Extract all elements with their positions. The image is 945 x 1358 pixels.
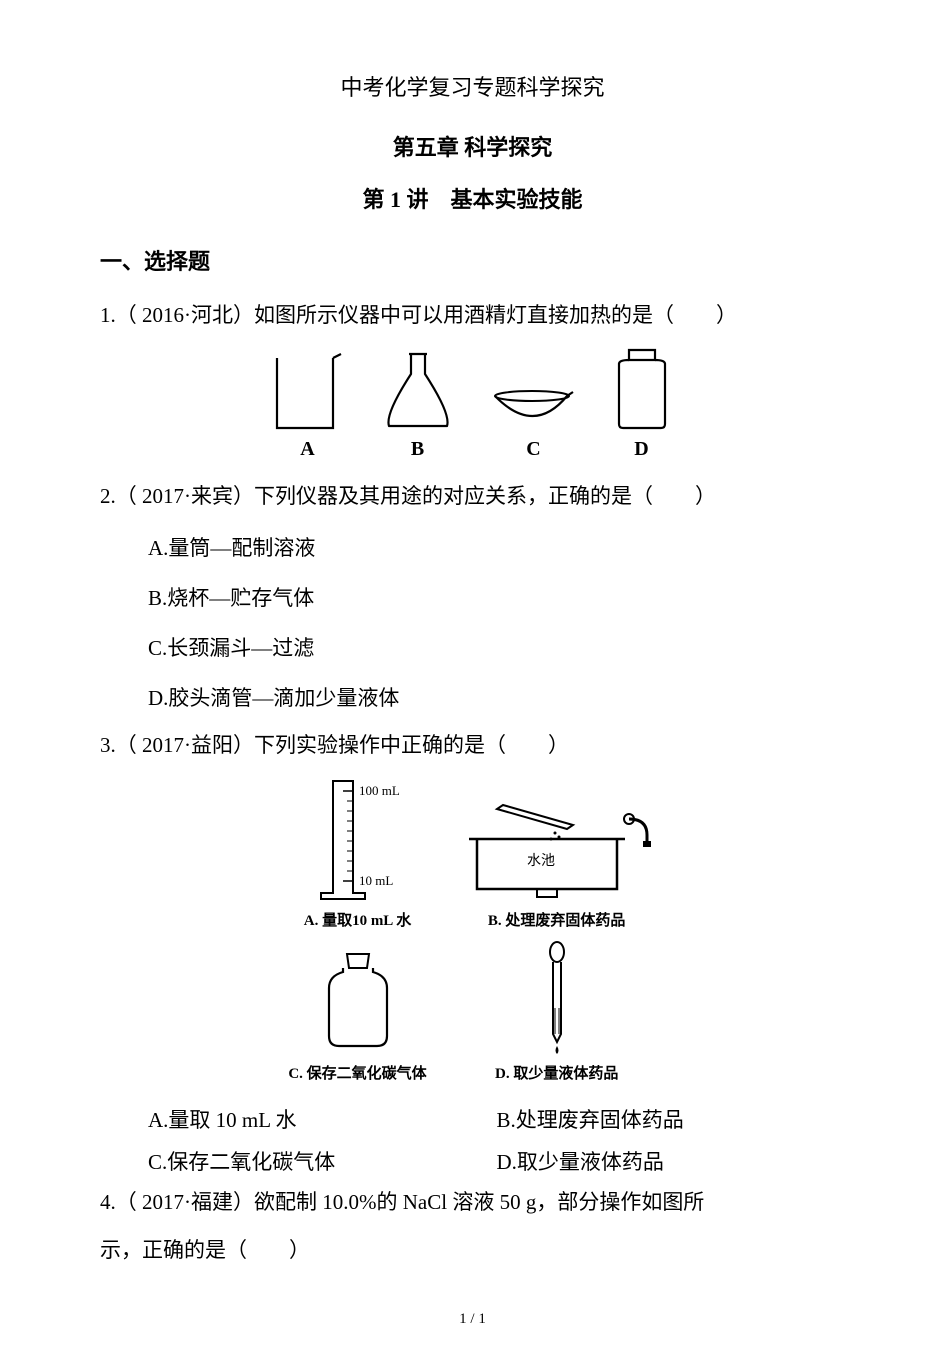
document-page: 中考化学复习专题科学探究 第五章 科学探究 第 1 讲 基本实验技能 一、选择题… (0, 0, 945, 1358)
q3-cell-b: 水池 B. 处理废弃固体药品 (457, 795, 657, 930)
q3-cell-c: C. 保存二氧化碳气体 (288, 948, 426, 1083)
q1-item-c: C (489, 386, 579, 461)
q3-text: 3.（ 2017·益阳）下列实验操作中正确的是（ ） (100, 726, 845, 766)
q3-opt-a: A.量取 10 mL 水 (148, 1099, 497, 1141)
q3-opt-b: B.处理废弃固体药品 (497, 1099, 846, 1141)
doc-title: 中考化学复习专题科学探究 (100, 70, 845, 102)
q3-cell-d: D. 取少量液体药品 (495, 938, 618, 1083)
q3-opt-d: D.取少量液体药品 (497, 1141, 846, 1183)
dish-icon (489, 386, 579, 434)
section-heading: 一、选择题 (100, 244, 845, 276)
q1-item-b: B (375, 348, 461, 461)
section-title: 第 1 讲 基本实验技能 (100, 182, 845, 214)
q2-opt-b: B.烧杯—贮存气体 (148, 575, 845, 621)
cylinder-icon: 100 mL 10 mL (293, 775, 423, 905)
q3-cell-a: 100 mL 10 mL A. 量取10 mL 水 (293, 775, 423, 930)
gas-bottle-icon (313, 948, 403, 1058)
q1-label-d: D (634, 438, 648, 461)
q1-label-b: B (411, 438, 424, 461)
q3-caption-c: C. 保存二氧化碳气体 (288, 1062, 426, 1083)
q3-caption-b: B. 处理废弃固体药品 (488, 909, 626, 930)
q2-text: 2.（ 2017·来宾）下列仪器及其用途的对应关系，正确的是（ ） (100, 477, 845, 517)
q1-figure: A B C (100, 346, 845, 461)
q4-line1: 4.（ 2017·福建）欲配制 10.0%的 NaCl 溶液 50 g，部分操作… (100, 1183, 845, 1223)
q3-caption-a: A. 量取10 mL 水 (304, 909, 412, 930)
q3-options: A.量取 10 mL 水 B.处理废弃固体药品 C.保存二氧化碳气体 D.取少量… (100, 1099, 845, 1183)
q2-opt-c: C.长颈漏斗—过滤 (148, 625, 845, 671)
cyl-100ml-label: 100 mL (359, 783, 400, 798)
page-number: 1 / 1 (100, 1311, 845, 1328)
q3-figure: 100 mL 10 mL A. 量取10 mL 水 水池 (100, 775, 845, 1083)
chapter-title: 第五章 科学探究 (100, 130, 845, 162)
beaker-icon (269, 352, 347, 434)
q2-opt-a: A.量筒—配制溶液 (148, 525, 845, 571)
sink-label: 水池 (527, 853, 555, 869)
q1-item-d: D (607, 346, 677, 461)
q1-label-a: A (300, 438, 314, 461)
q4-line2: 示，正确的是（ ） (100, 1231, 845, 1271)
sink-icon: 水池 (457, 795, 657, 905)
cyl-10ml-label: 10 mL (359, 873, 393, 888)
q3-opt-c: C.保存二氧化碳气体 (148, 1141, 497, 1183)
q2-options: A.量筒—配制溶液 B.烧杯—贮存气体 C.长颈漏斗—过滤 D.胶头滴管—滴加少… (100, 525, 845, 722)
q1-label-c: C (526, 438, 540, 461)
bottle-icon (607, 346, 677, 434)
q1-item-a: A (269, 352, 347, 461)
dropper-icon (527, 938, 587, 1058)
q2-opt-d: D.胶头滴管—滴加少量液体 (148, 675, 845, 721)
flask-icon (375, 348, 461, 434)
q3-caption-d: D. 取少量液体药品 (495, 1062, 618, 1083)
q1-text: 1.（ 2016·河北）如图所示仪器中可以用酒精灯直接加热的是（ ） (100, 296, 845, 336)
